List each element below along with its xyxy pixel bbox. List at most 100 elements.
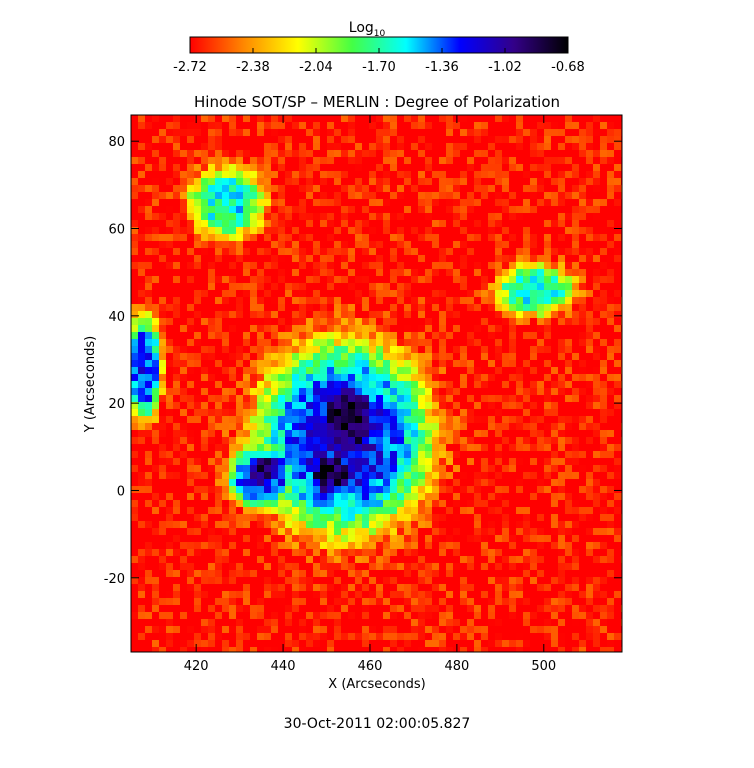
heatmap-cell <box>432 164 440 172</box>
heatmap-cell <box>355 465 363 473</box>
heatmap-cell <box>572 115 580 123</box>
heatmap-cell <box>474 437 482 445</box>
heatmap-cell <box>229 556 237 564</box>
heatmap-cell <box>222 444 230 452</box>
heatmap-cell <box>222 255 230 263</box>
heatmap-cell <box>544 192 552 200</box>
heatmap-cell <box>593 360 601 368</box>
heatmap-cell <box>222 150 230 158</box>
heatmap-cell <box>159 129 167 137</box>
heatmap-cell <box>159 437 167 445</box>
heatmap-cell <box>215 185 223 193</box>
heatmap-cell <box>565 332 573 340</box>
heatmap-cell <box>481 367 489 375</box>
heatmap-cell <box>425 353 433 361</box>
heatmap-cell <box>355 269 363 277</box>
heatmap-cell <box>383 479 391 487</box>
heatmap-cell <box>292 465 300 473</box>
heatmap-cell <box>460 402 468 410</box>
heatmap-cell <box>327 339 335 347</box>
heatmap-cell <box>131 584 139 592</box>
heatmap-cell <box>530 381 538 389</box>
heatmap-cell <box>376 248 384 256</box>
heatmap-cell <box>229 479 237 487</box>
heatmap-cell <box>474 556 482 564</box>
heatmap-cell <box>453 136 461 144</box>
heatmap-cell <box>264 486 272 494</box>
heatmap-cell <box>369 521 377 529</box>
heatmap-cell <box>145 150 153 158</box>
heatmap-cell <box>565 164 573 172</box>
heatmap-cell <box>523 227 531 235</box>
heatmap-cell <box>201 241 209 249</box>
heatmap-cell <box>187 262 195 270</box>
heatmap-cell <box>572 255 580 263</box>
heatmap-cell <box>236 367 244 375</box>
heatmap-cell <box>257 199 265 207</box>
heatmap-cell <box>138 437 146 445</box>
heatmap-cell <box>313 346 321 354</box>
heatmap-cell <box>600 353 608 361</box>
heatmap-cell <box>173 276 181 284</box>
heatmap-cell <box>362 360 370 368</box>
heatmap-cell <box>607 283 615 291</box>
heatmap-cell <box>376 311 384 319</box>
heatmap-cell <box>306 465 314 473</box>
heatmap-cell <box>474 577 482 585</box>
heatmap-cell <box>145 227 153 235</box>
heatmap-cell <box>320 297 328 305</box>
heatmap-cell <box>376 388 384 396</box>
heatmap-cell <box>530 255 538 263</box>
heatmap-cell <box>194 290 202 298</box>
heatmap-cell <box>383 157 391 165</box>
heatmap-cell <box>152 360 160 368</box>
heatmap-cell <box>579 353 587 361</box>
heatmap-cell <box>145 346 153 354</box>
heatmap-cell <box>439 507 447 515</box>
heatmap-cell <box>467 178 475 186</box>
heatmap-cell <box>474 444 482 452</box>
heatmap-cell <box>530 199 538 207</box>
heatmap-cell <box>474 164 482 172</box>
heatmap-cell <box>481 416 489 424</box>
heatmap-cell <box>516 227 524 235</box>
heatmap-cell <box>502 220 510 228</box>
heatmap-cell <box>201 598 209 606</box>
heatmap-cell <box>607 591 615 599</box>
heatmap-cell <box>593 493 601 501</box>
heatmap-cell <box>446 129 454 137</box>
heatmap-cell <box>418 122 426 130</box>
heatmap-cell <box>327 402 335 410</box>
heatmap-cell <box>271 164 279 172</box>
heatmap-cell <box>271 304 279 312</box>
heatmap-cell <box>544 367 552 375</box>
heatmap-cell <box>488 276 496 284</box>
heatmap-cell <box>327 213 335 221</box>
heatmap-cell <box>425 458 433 466</box>
heatmap-cell <box>201 535 209 543</box>
heatmap-cell <box>558 199 566 207</box>
heatmap-cell <box>586 311 594 319</box>
heatmap-cell <box>509 430 517 438</box>
heatmap-cell <box>397 367 405 375</box>
heatmap-cell <box>285 248 293 256</box>
heatmap-cell <box>390 325 398 333</box>
heatmap-cell <box>432 269 440 277</box>
heatmap-cell <box>187 535 195 543</box>
heatmap-cell <box>572 409 580 417</box>
heatmap-cell <box>432 220 440 228</box>
heatmap-cell <box>418 199 426 207</box>
heatmap-cell <box>348 220 356 228</box>
heatmap-cell <box>523 248 531 256</box>
heatmap-cell <box>607 360 615 368</box>
heatmap-cell <box>523 185 531 193</box>
heatmap-cell <box>432 486 440 494</box>
heatmap-cell <box>152 171 160 179</box>
heatmap-cell <box>509 367 517 375</box>
heatmap-cell <box>180 416 188 424</box>
heatmap-cell <box>299 500 307 508</box>
heatmap-cell <box>257 143 265 151</box>
heatmap-cell <box>194 388 202 396</box>
heatmap-cell <box>222 514 230 522</box>
heatmap-cell <box>376 199 384 207</box>
